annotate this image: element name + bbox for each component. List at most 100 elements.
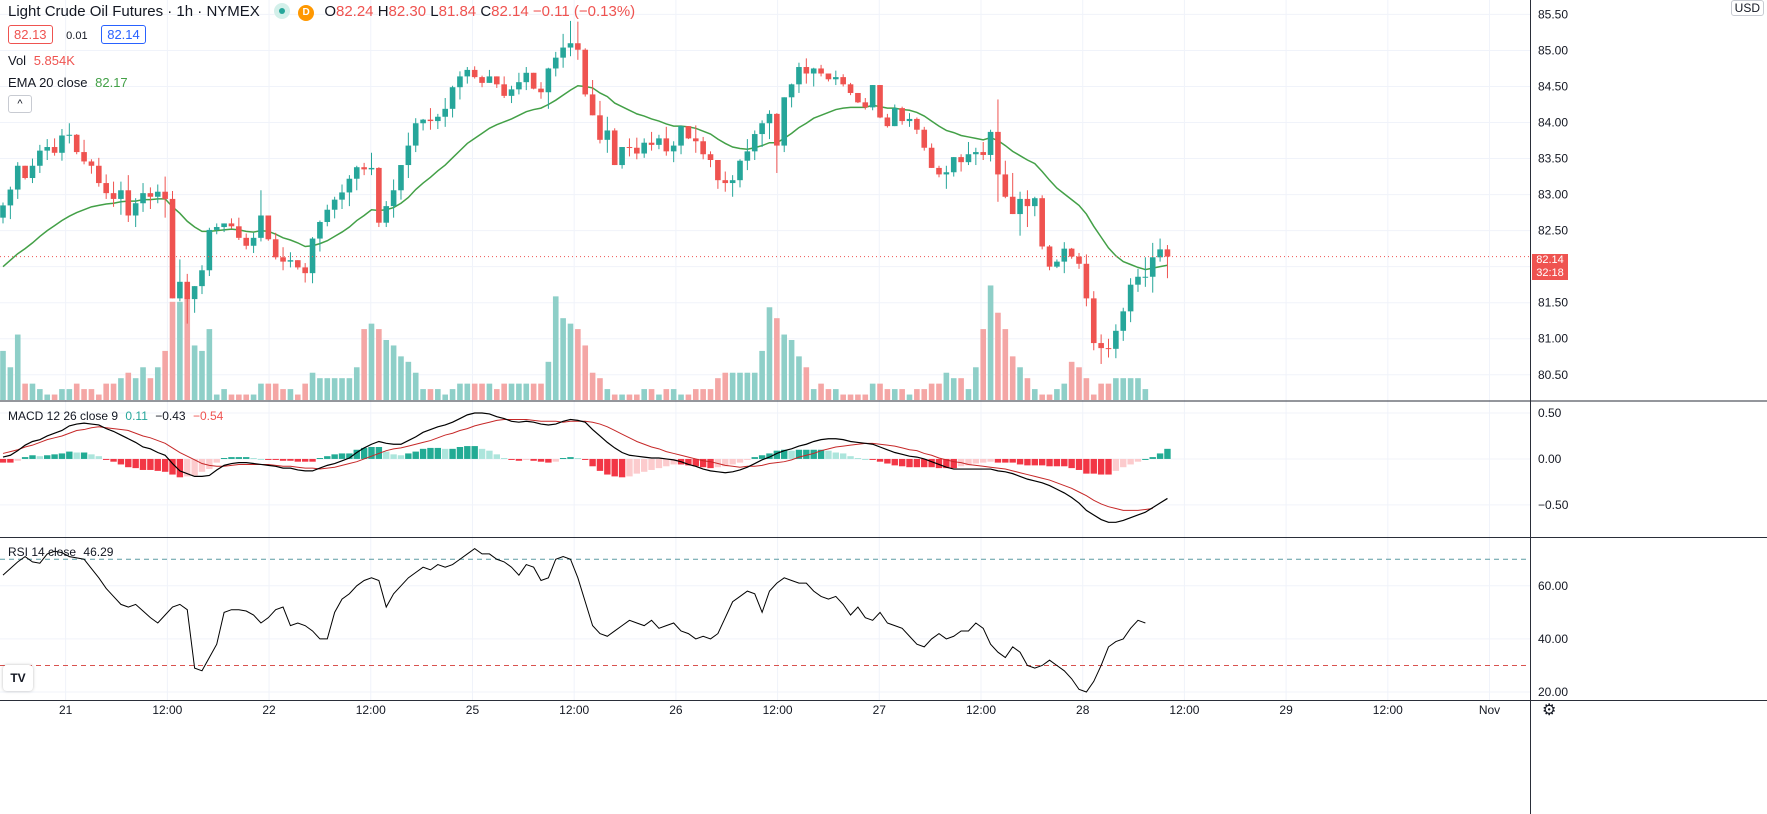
candle-body <box>73 134 80 153</box>
candle <box>928 143 935 168</box>
volume-bar <box>51 394 58 400</box>
macd-histogram-bar <box>169 458 176 475</box>
currency-button[interactable]: USD <box>1730 0 1764 16</box>
candle <box>280 247 286 271</box>
time-axis[interactable]: 21 12:00 22 12:00 25 12:00 26 12:00 27 12:00 28 12:… <box>59 703 1500 717</box>
bid-button[interactable]: 82.13 <box>8 25 53 44</box>
volume-bar <box>1068 361 1075 400</box>
collapse-legend-button[interactable]: ^ <box>8 95 32 113</box>
candle-body <box>1127 284 1134 312</box>
macd-histogram-bar <box>611 458 618 477</box>
candle-body <box>471 69 478 78</box>
macd-histogram-bar <box>390 454 397 459</box>
volume-bar <box>899 389 905 400</box>
candle-body <box>656 138 662 145</box>
candle <box>1009 172 1016 215</box>
macd-histogram-bar <box>699 458 707 468</box>
volume-bar <box>1113 378 1119 400</box>
candle-body <box>280 257 286 262</box>
volume-bar <box>22 383 28 400</box>
delayed-badge[interactable]: D <box>298 5 315 21</box>
candle <box>435 113 441 130</box>
macd-histogram-bar <box>456 447 464 459</box>
macd-histogram-bar <box>618 458 626 478</box>
macd-histogram-bar <box>523 458 530 460</box>
candle-body <box>213 227 220 230</box>
volume-bar <box>796 356 802 400</box>
candle <box>191 286 198 313</box>
macd-histogram-bar <box>987 458 994 462</box>
volume-bar <box>774 318 780 400</box>
symbol-name[interactable]: Light Crude Oil Futures <box>8 3 164 20</box>
volume-bar <box>840 394 846 400</box>
market-status-icon[interactable] <box>273 3 290 19</box>
candle <box>1113 324 1119 359</box>
macd-histogram-bar <box>766 453 773 459</box>
volume-bar <box>37 389 43 400</box>
rsi-legend[interactable]: RSI 14 close 46.29 <box>8 545 114 559</box>
macd-histogram-bar <box>29 455 36 459</box>
candle <box>619 147 625 169</box>
candle <box>1120 307 1127 341</box>
candle <box>700 136 706 160</box>
candle-body <box>980 152 987 155</box>
candle-body <box>634 147 640 154</box>
macd-histogram-bar <box>471 446 478 459</box>
macd-histogram-bar <box>1016 458 1024 465</box>
macd-histogram-bar <box>663 458 670 467</box>
candle <box>59 129 65 161</box>
macd-histogram-bar <box>648 458 655 470</box>
volume-bar <box>751 372 758 400</box>
candle-body <box>567 43 574 48</box>
candle-body <box>191 286 198 300</box>
candle <box>486 69 493 83</box>
volume-bar <box>258 383 264 400</box>
candle <box>376 167 382 228</box>
macd-histogram-bar <box>338 453 346 459</box>
candle <box>1068 247 1075 259</box>
candle <box>457 71 463 100</box>
candle <box>184 273 191 324</box>
candle <box>906 113 913 127</box>
macd-histogram-bar <box>36 456 44 459</box>
volume-bar <box>184 296 191 400</box>
candle-body <box>1076 256 1082 264</box>
candle <box>862 98 869 110</box>
candle <box>692 125 699 153</box>
candles[interactable] <box>0 20 1171 364</box>
candle <box>66 123 73 144</box>
volume-bar <box>317 378 323 400</box>
macd-histogram-bar <box>1053 458 1061 467</box>
tradingview-logo[interactable]: TV <box>3 665 33 691</box>
volume-bar <box>405 361 412 400</box>
volume-bar <box>140 367 146 400</box>
candle <box>788 83 795 108</box>
candle <box>1098 334 1104 364</box>
price-tick-label: 84.00 <box>1538 116 1568 130</box>
volume-legend[interactable]: Vol 5.854K <box>8 53 75 68</box>
macd-legend[interactable]: MACD 12 26 close 9 0.11 −0.43 −0.54 <box>8 409 224 423</box>
gear-icon[interactable]: ⚙ <box>1542 702 1557 719</box>
volume-bar <box>390 345 397 400</box>
macd-histogram-bar <box>360 447 368 459</box>
candle-body <box>921 129 928 148</box>
volume-bar <box>685 394 692 400</box>
volume-bar <box>737 372 743 400</box>
candle-body <box>685 126 692 139</box>
time-tick-label: 21 <box>59 703 73 717</box>
candle-body <box>1105 348 1112 350</box>
candle-body <box>14 165 21 190</box>
volume-bar <box>641 389 647 400</box>
price-axis[interactable]: 85.5085.0084.5084.0083.5083.0082.5082.00… <box>1538 7 1569 699</box>
low-value: 81.84 <box>438 3 477 20</box>
volume-bar <box>1039 394 1045 400</box>
macd-histogram-bar <box>994 458 1002 463</box>
ask-button[interactable]: 82.14 <box>101 25 146 44</box>
volume-bar <box>73 383 80 400</box>
ema-legend[interactable]: EMA 20 close 82.17 <box>8 75 128 90</box>
candle <box>751 130 758 160</box>
macd-histogram-bar <box>500 458 508 460</box>
candle <box>479 75 485 88</box>
